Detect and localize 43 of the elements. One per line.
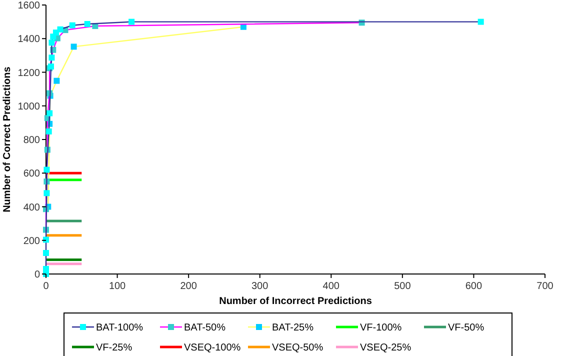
y-tick-label: 400: [23, 202, 40, 214]
point: [84, 21, 90, 27]
y-axis-title: Number of Correct Predictions: [2, 66, 13, 212]
point: [46, 128, 52, 134]
x-tick-label: 400: [322, 281, 340, 292]
x-tick-label: 0: [43, 281, 50, 292]
point: [43, 236, 49, 243]
legend-label: VSEQ-25%: [360, 342, 412, 354]
y-tick-label: 800: [23, 135, 40, 146]
legend-label: VF-100%: [360, 322, 402, 334]
x-tick-label: 700: [536, 281, 554, 292]
x-axis-title: Number of Incorrect Predictions: [219, 296, 372, 307]
legend-label: BAT-50%: [184, 322, 226, 334]
point: [43, 250, 49, 256]
point: [48, 54, 55, 61]
point: [46, 110, 53, 116]
y-tick-label: 1400: [18, 34, 40, 46]
legend-label: BAT-25%: [272, 322, 314, 334]
y-tick-label: 1200: [18, 68, 40, 79]
point: [70, 44, 77, 50]
x-tick-label: 500: [394, 281, 412, 292]
point: [48, 40, 55, 46]
point: [44, 190, 50, 196]
legend-label: VSEQ-100%: [184, 342, 241, 354]
x-tick-label: 200: [180, 281, 198, 292]
legend-label: VF-25%: [96, 342, 132, 354]
point: [128, 18, 135, 25]
y-tick-label: 600: [23, 168, 40, 180]
x-tick-label: 600: [465, 281, 482, 292]
x-tick-label: 300: [252, 281, 269, 292]
legend-label: VF-50%: [448, 322, 484, 334]
y-tick-label: 1000: [18, 101, 40, 112]
legend-label: VSEQ-50%: [272, 342, 324, 354]
point: [69, 22, 76, 28]
legend-label: BAT-100%: [96, 322, 144, 334]
point: [54, 78, 60, 84]
y-tick-label: 200: [23, 236, 40, 247]
point: [57, 26, 64, 32]
y-tick-label: 1600: [18, 0, 40, 12]
x-tick-label: 100: [108, 281, 126, 292]
point: [478, 18, 484, 25]
point: [44, 166, 50, 173]
y-tick-label: 0: [34, 270, 40, 280]
